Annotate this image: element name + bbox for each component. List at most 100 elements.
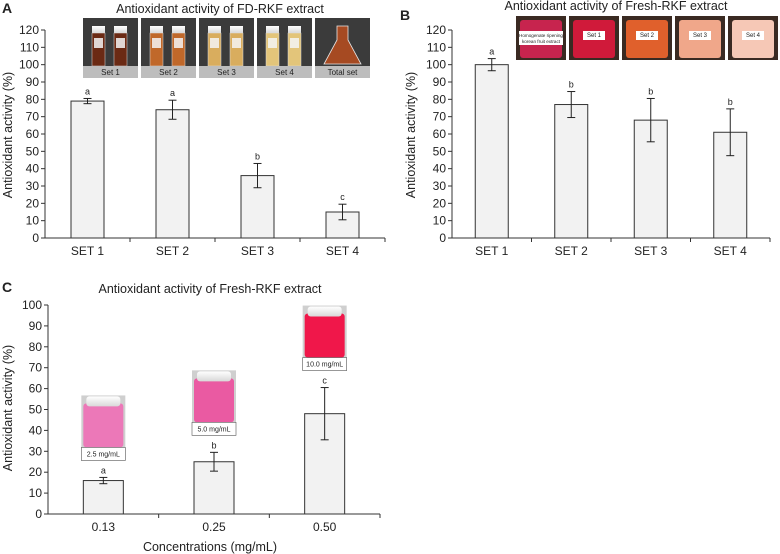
x-tick-label: 0.13 xyxy=(92,520,116,534)
photo-caption-box xyxy=(81,447,126,461)
y-tick-label: 80 xyxy=(433,92,447,106)
y-tick-label: 70 xyxy=(433,110,447,124)
photo-caption: Set 1 xyxy=(587,33,602,39)
tube-label-sticker xyxy=(116,38,125,48)
photo-caption: korean fruit extract xyxy=(522,39,561,44)
chart-a-title: Antioxidant activity of FD-RKF extract xyxy=(116,2,324,16)
y-tick-label: 120 xyxy=(19,23,39,37)
chart-c-title: Antioxidant activity of Fresh-RKF extrac… xyxy=(99,282,323,296)
y-tick-label: 30 xyxy=(433,179,447,193)
jar-label xyxy=(636,31,658,40)
y-tick-label: 100 xyxy=(22,298,42,312)
y-tick-label: 0 xyxy=(32,231,39,245)
vial-cap xyxy=(86,396,121,407)
jar-label xyxy=(519,31,563,45)
vial xyxy=(83,403,124,448)
photo-inset: Set 3 xyxy=(675,16,725,60)
tube xyxy=(287,32,302,67)
photo-caption: Set 4 xyxy=(275,68,294,77)
chart-c-xlabel: Concentrations (mg/mL) xyxy=(143,540,277,554)
tube-label-sticker xyxy=(210,38,219,48)
vial-cap xyxy=(307,306,342,317)
photo-inset: Set 2 xyxy=(141,18,196,78)
chart-a-ylabel: Antioxidant activity (%) xyxy=(1,72,15,198)
photo-inset: 10.0 mg/mL xyxy=(302,305,347,371)
photo-caption-bar xyxy=(141,66,196,78)
significance-label: b xyxy=(255,151,260,161)
x-tick-label: SET 2 xyxy=(156,244,189,258)
y-tick-label: 0 xyxy=(439,231,446,245)
photo-caption-bar xyxy=(199,66,254,78)
y-tick-label: 80 xyxy=(29,340,43,354)
photo-caption: Total set xyxy=(328,68,359,77)
x-tick-label: SET 4 xyxy=(326,244,359,258)
significance-label: a xyxy=(489,47,494,57)
y-tick-label: 70 xyxy=(29,361,43,375)
tube-cap xyxy=(230,26,243,33)
y-tick-label: 60 xyxy=(26,127,40,141)
x-tick-label: SET 1 xyxy=(475,244,508,258)
significance-label: b xyxy=(648,86,653,96)
photo-inset: 2.5 mg/mL xyxy=(81,395,126,461)
y-tick-label: 110 xyxy=(20,40,39,54)
significance-label: b xyxy=(569,80,574,90)
bar xyxy=(70,100,105,239)
bar xyxy=(155,109,190,239)
tube-label-sticker xyxy=(152,38,161,48)
y-tick-label: 10 xyxy=(26,214,40,228)
y-tick-label: 10 xyxy=(433,214,447,228)
x-tick-label: SET 3 xyxy=(634,244,667,258)
y-tick-label: 40 xyxy=(29,423,43,437)
photo-caption: Set 1 xyxy=(101,68,120,77)
tube-cap xyxy=(208,26,221,33)
chart-b-ylabel: Antioxidant activity (%) xyxy=(404,72,418,198)
tube xyxy=(113,32,128,67)
x-tick-label: SET 2 xyxy=(555,244,588,258)
x-tick-label: 0.50 xyxy=(313,520,337,534)
y-tick-label: 100 xyxy=(426,58,446,72)
tube xyxy=(171,32,186,67)
photo-inset: Total set xyxy=(315,18,370,78)
significance-label: a xyxy=(170,88,175,98)
chart-b: 0 10 20 30 40 50 60 70 80 90 100 110 120 SET 1 a SET 2 b… xyxy=(426,16,778,258)
tube xyxy=(149,32,164,67)
significance-label: a xyxy=(101,465,106,475)
jar-label xyxy=(742,31,764,40)
vial xyxy=(194,378,234,423)
y-tick-label: 110 xyxy=(427,40,446,54)
y-tick-label: 100 xyxy=(19,58,39,72)
y-tick-label: 60 xyxy=(433,127,447,141)
photo-caption-bar xyxy=(315,66,370,78)
tube-label-sticker xyxy=(268,38,277,48)
photo-caption: Homogenate ripening xyxy=(519,33,563,38)
photo-inset: 5.0 mg/mL xyxy=(191,370,237,436)
y-tick-label: 50 xyxy=(26,144,40,158)
jar-label xyxy=(689,31,711,40)
photo-caption: Set 2 xyxy=(159,68,178,77)
photo-inset: Set 4 xyxy=(728,16,778,60)
y-tick-label: 50 xyxy=(433,144,447,158)
photo-caption: 5.0 mg/mL xyxy=(197,426,230,433)
chart-c-ylabel: Antioxidant activity (%) xyxy=(1,345,15,471)
y-tick-label: 50 xyxy=(29,403,43,417)
x-tick-label: SET 3 xyxy=(241,244,274,258)
chart-a: 0 10 20 30 40 50 60 70 80 90 100 110 120 SET 1 a SET 2 a… xyxy=(19,18,386,258)
photo-caption: Set 3 xyxy=(693,33,708,39)
panel-label-c: C xyxy=(2,279,12,295)
y-tick-label: 90 xyxy=(433,75,447,89)
tube-cap xyxy=(92,26,105,33)
significance-label: c xyxy=(322,376,327,386)
significance-label: c xyxy=(340,192,345,202)
photo-caption: Set 3 xyxy=(217,68,236,77)
y-tick-label: 30 xyxy=(29,444,43,458)
tube-label-sticker xyxy=(290,38,299,48)
jar-label xyxy=(583,31,605,40)
photo-caption-box xyxy=(302,357,347,371)
photo-caption-bar xyxy=(83,66,138,78)
tube-cap xyxy=(288,26,301,33)
tube xyxy=(207,32,222,67)
significance-label: b xyxy=(211,440,216,450)
tube xyxy=(229,32,244,67)
